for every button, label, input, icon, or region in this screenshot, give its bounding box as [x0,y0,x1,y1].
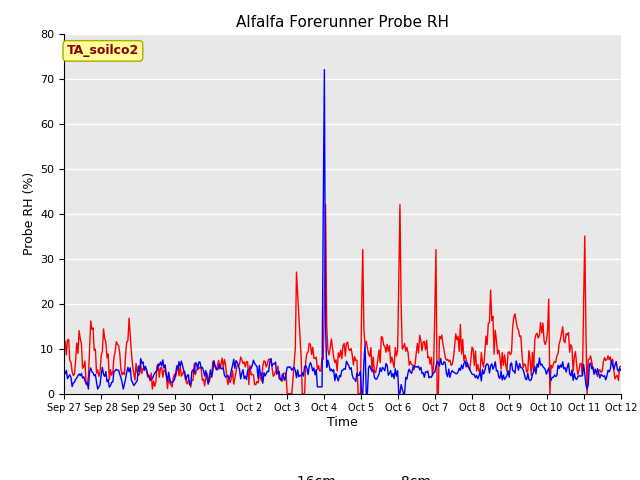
-8cm [295,374,303,380]
Line: -16cm: -16cm [64,204,621,394]
-16cm [296,333,304,339]
-8cm [60,372,68,378]
-16cm [374,357,381,362]
-8cm [472,375,479,381]
Title: Alfalfa Forerunner Probe RH: Alfalfa Forerunner Probe RH [236,15,449,30]
-16cm [472,348,479,354]
-16cm [234,362,241,368]
-16cm [322,202,330,207]
-8cm [234,360,241,365]
-8cm [617,367,625,373]
-8cm [568,367,576,373]
-16cm [568,345,576,350]
Y-axis label: Probe RH (%): Probe RH (%) [23,172,36,255]
-16cm [60,343,68,348]
Line: -8cm: -8cm [64,70,621,394]
-16cm [401,341,408,347]
Legend: -16cm, -8cm: -16cm, -8cm [248,469,436,480]
Text: TA_soilco2: TA_soilco2 [67,44,139,58]
-8cm [374,374,381,380]
X-axis label: Time: Time [327,416,358,429]
-8cm [358,391,365,396]
-16cm [617,363,625,369]
-16cm [284,391,291,396]
-8cm [401,391,408,396]
-8cm [321,67,328,72]
